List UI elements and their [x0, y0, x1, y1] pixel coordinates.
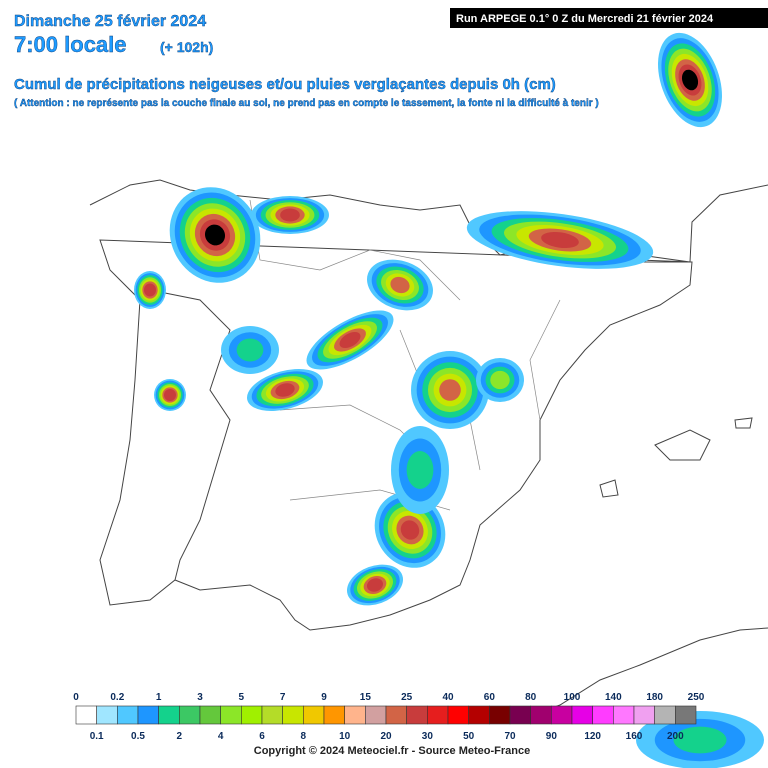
legend-label: 0.5 [131, 731, 145, 742]
legend-swatch [675, 705, 697, 725]
legend-label: 200 [667, 731, 684, 742]
run-info: Run ARPEGE 0.1° 0 Z du Mercredi 21 févri… [456, 13, 714, 25]
legend-label: 30 [422, 731, 434, 742]
legend-swatch [571, 705, 593, 725]
precip-area [164, 389, 176, 401]
precip-area [280, 208, 300, 222]
portugal-border [149, 289, 231, 581]
legend-label: 0 [73, 692, 79, 703]
legend-label: 0.1 [90, 731, 104, 742]
legend-label: 120 [584, 731, 601, 742]
precip-area [367, 578, 383, 592]
legend-label: 2 [177, 731, 183, 742]
legend-swatch [489, 705, 511, 725]
legend-label: 80 [525, 692, 537, 703]
legend-swatch [220, 705, 242, 725]
legend-swatch [282, 705, 304, 725]
legend-label: 60 [484, 692, 496, 703]
precip-area [275, 383, 295, 397]
time: 7:00 locale [14, 32, 127, 57]
legend-swatch [654, 705, 676, 725]
precip-area [339, 331, 361, 349]
legend-label: 180 [646, 692, 663, 703]
legend-label: 15 [360, 692, 372, 703]
iberia-coast [89, 179, 768, 631]
legend-label: 25 [401, 692, 413, 703]
precip-area [400, 520, 420, 540]
legend-swatch [158, 705, 180, 725]
legend-swatch [344, 705, 366, 725]
legend-label: 90 [546, 731, 558, 742]
precip-area [490, 370, 510, 390]
legend-swatch [551, 705, 573, 725]
menorca [734, 417, 753, 429]
legend-label: 250 [688, 692, 705, 703]
ibiza [599, 479, 619, 498]
legend-swatch [406, 705, 428, 725]
legend-label: 0.2 [110, 692, 124, 703]
legend-swatch [613, 705, 635, 725]
precip-area [541, 231, 579, 249]
precip-area [144, 283, 156, 297]
copyright: Copyright © 2024 Meteociel.fr - Source M… [254, 745, 530, 757]
legend-label: 3 [197, 692, 203, 703]
title: Cumul de précipitations neigeuses et/ou … [14, 76, 556, 93]
note: ( Attention : ne représente pas la couch… [14, 98, 599, 109]
legend-swatch [592, 705, 614, 725]
precip-area [406, 451, 434, 489]
precip-area [681, 69, 699, 91]
legend-label: 1 [156, 692, 162, 703]
legend-label: 9 [321, 692, 327, 703]
mallorca [654, 429, 711, 461]
legend-label: 8 [301, 731, 307, 742]
legend-swatch [303, 705, 325, 725]
legend-swatch [468, 705, 490, 725]
legend-label: 40 [442, 692, 454, 703]
legend-label: 6 [259, 731, 265, 742]
precip-area [390, 276, 410, 294]
legend-swatch [199, 705, 221, 725]
precip-area [439, 379, 461, 401]
africa-coast [519, 627, 768, 721]
legend-label: 140 [605, 692, 622, 703]
legend-label: 160 [626, 731, 643, 742]
legend: 0 0.1 0.2 0.5 1 2 3 4 5 6 7 8 9 10 15 20 25 30 40 50 60 70 80 9… [73, 692, 705, 742]
legend-swatch [241, 705, 263, 725]
legend-swatch [365, 705, 387, 725]
legend-label: 70 [504, 731, 516, 742]
date: Dimanche 25 février 2024 [14, 13, 206, 30]
precipitation [134, 32, 764, 768]
precip-area [236, 338, 264, 362]
legend-label: 50 [463, 731, 475, 742]
legend-swatch [530, 705, 552, 725]
legend-label: 20 [380, 731, 392, 742]
legend-swatch [75, 705, 97, 725]
legend-label: 7 [280, 692, 286, 703]
run-box [450, 8, 768, 28]
legend-label: 100 [564, 692, 581, 703]
legend-swatch [447, 705, 469, 725]
legend-swatch [323, 705, 345, 725]
legend-label: 5 [239, 692, 245, 703]
legend-label: 4 [218, 731, 224, 742]
offset: (+ 102h) [160, 39, 213, 55]
legend-swatch [137, 705, 159, 725]
legend-label: 10 [339, 731, 351, 742]
legend-swatch [385, 705, 407, 725]
precip-area [673, 726, 727, 754]
legend-swatch [261, 705, 283, 725]
legend-swatch [633, 705, 655, 725]
precip-area [204, 224, 226, 246]
legend-swatch [96, 705, 118, 725]
legend-swatch [179, 705, 201, 725]
legend-swatch [509, 705, 531, 725]
legend-swatch [117, 705, 139, 725]
legend-swatch [427, 705, 449, 725]
